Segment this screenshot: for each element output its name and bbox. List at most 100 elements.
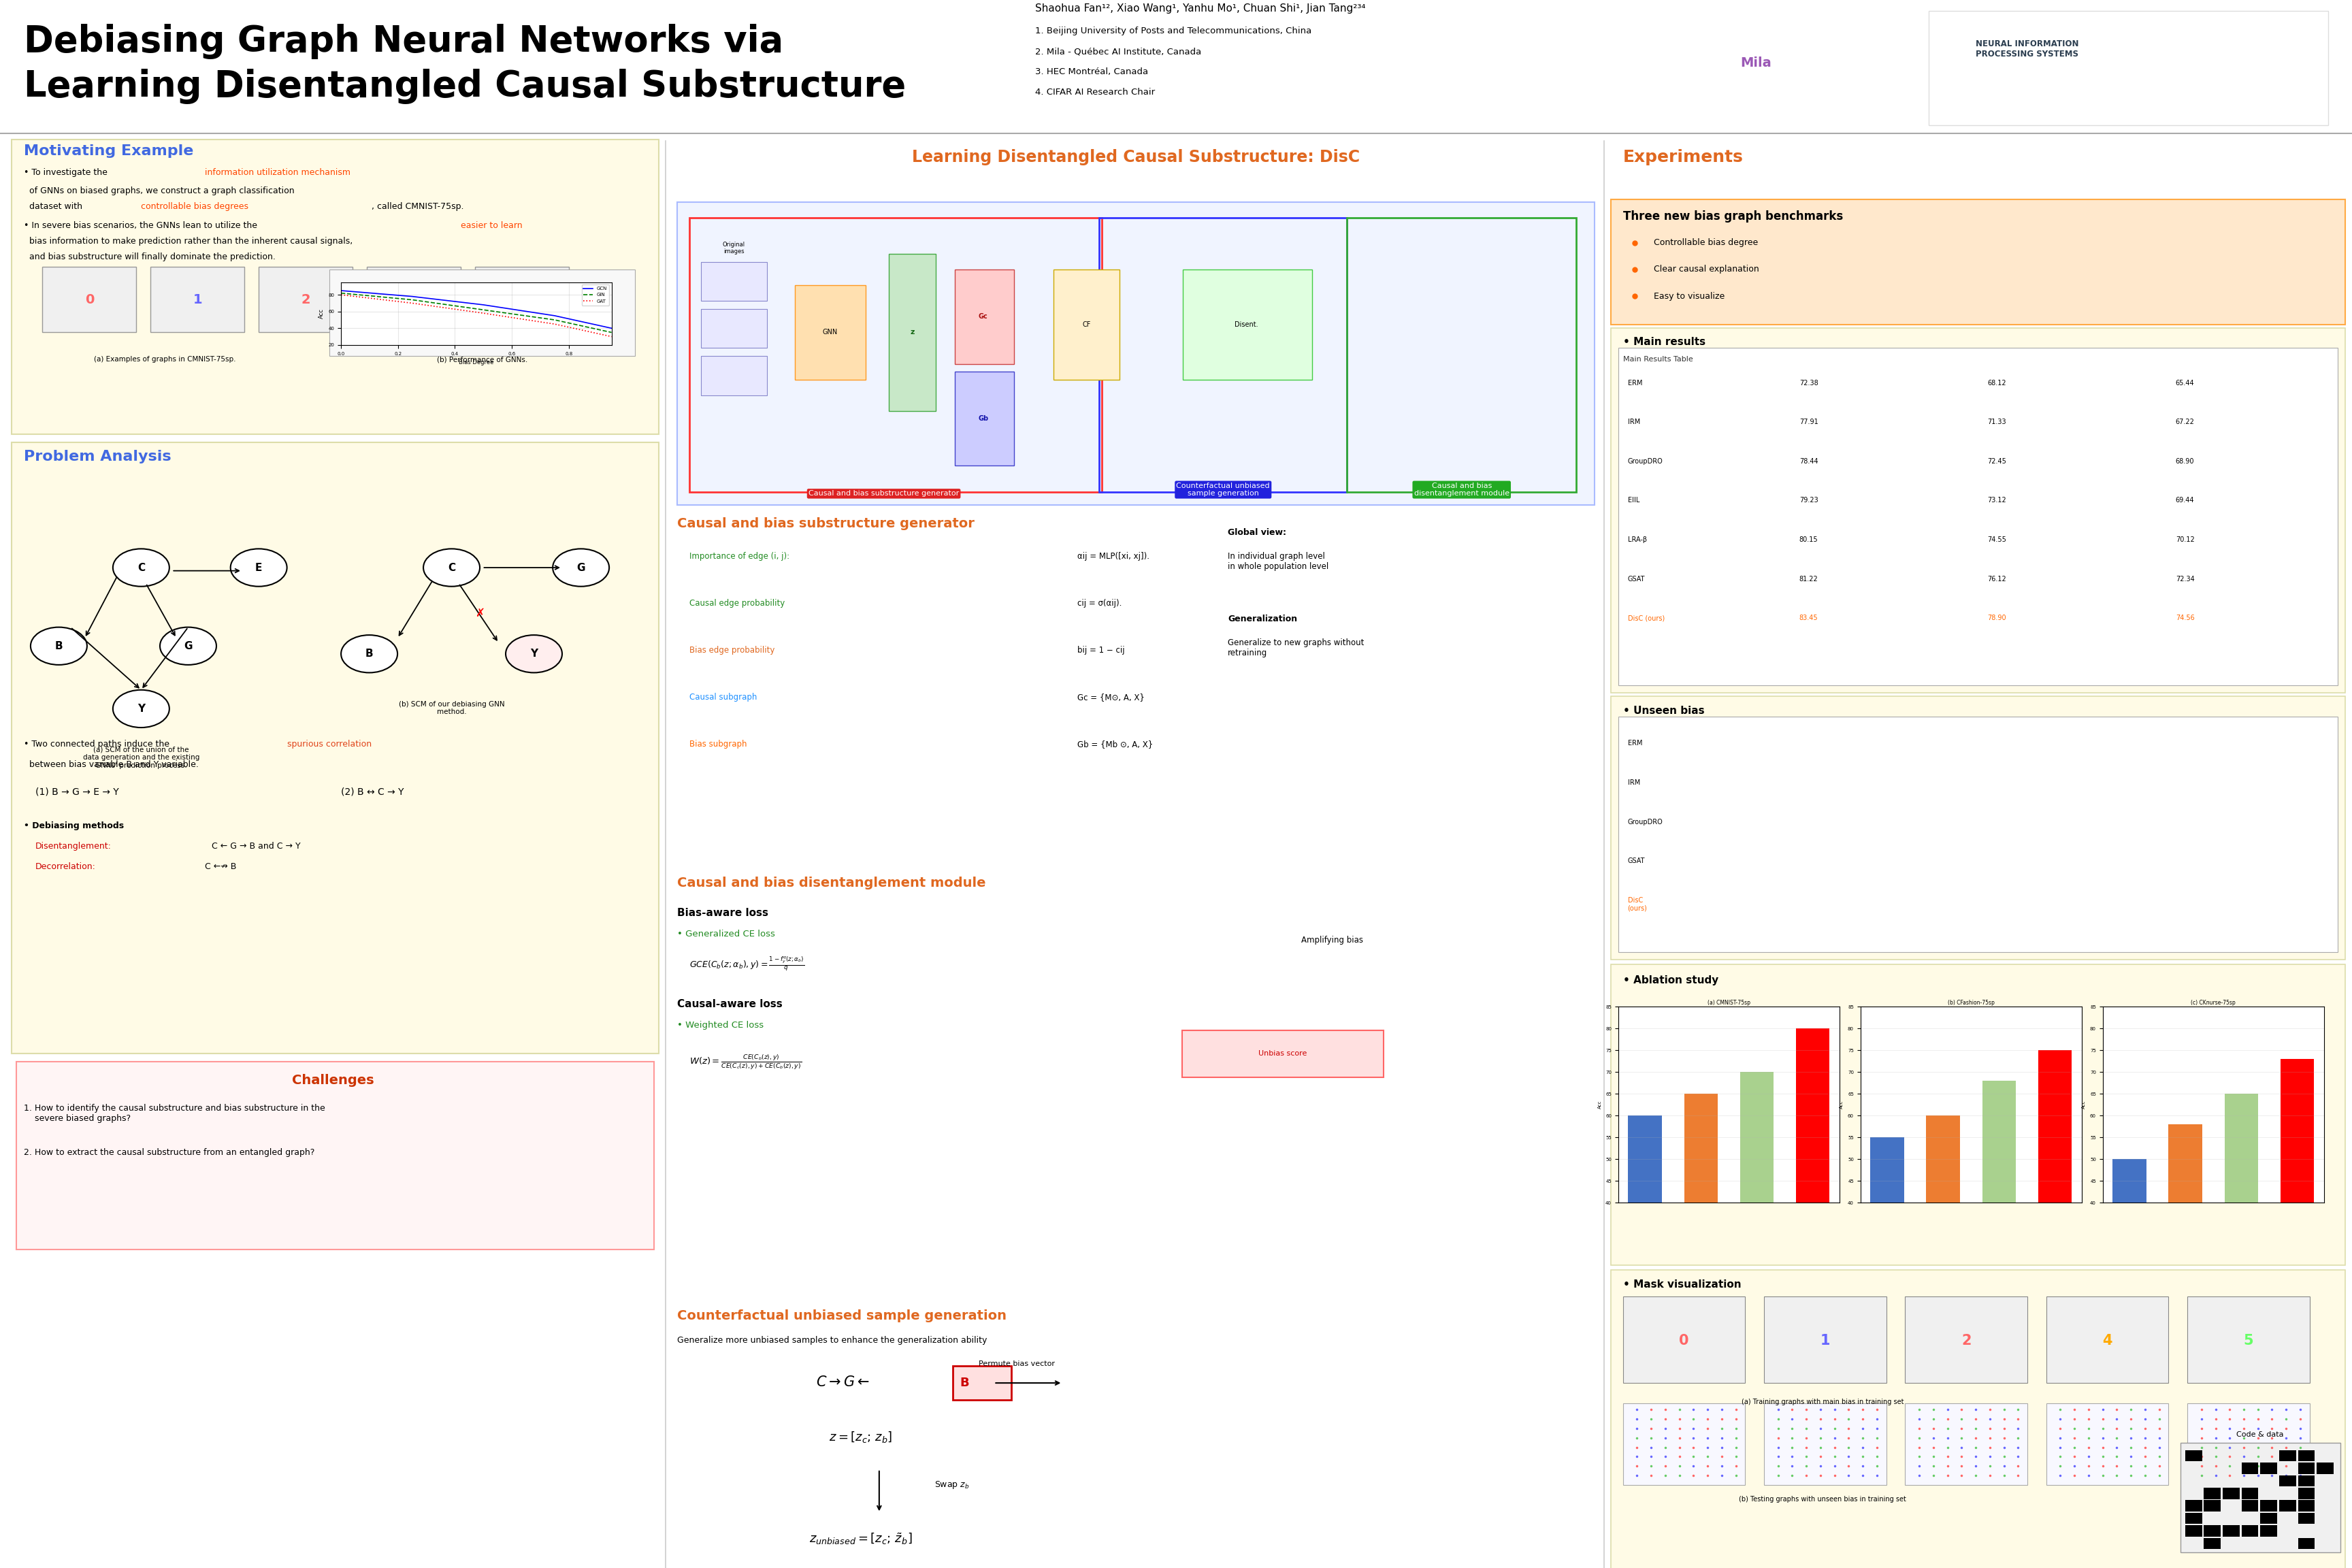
Text: (2) B ↔ C → Y: (2) B ↔ C → Y (341, 787, 405, 797)
FancyBboxPatch shape (955, 372, 1014, 466)
GAT (327, 285, 355, 304)
FancyBboxPatch shape (2298, 1501, 2314, 1512)
Text: 73.12: 73.12 (1987, 497, 2006, 503)
Bar (1870, 1137, 1905, 1377)
Text: Gc = {M⊙, A, X}: Gc = {M⊙, A, X} (1077, 693, 1145, 702)
Text: Three new bias graph benchmarks: Three new bias graph benchmarks (1623, 210, 1844, 223)
Text: GSAT: GSAT (1628, 575, 1644, 582)
Text: 71.33: 71.33 (1987, 419, 2006, 425)
Text: (a) Examples of graphs in CMNIST-75sp.: (a) Examples of graphs in CMNIST-75sp. (94, 356, 235, 362)
Text: IRM: IRM (1628, 779, 1639, 786)
FancyBboxPatch shape (677, 508, 1595, 866)
Text: 2: 2 (1962, 1334, 1971, 1347)
Text: 79.23: 79.23 (1799, 497, 1818, 503)
GIN (541, 310, 569, 329)
Text: IRM: IRM (1628, 419, 1639, 425)
Text: DisC
(ours): DisC (ours) (1628, 897, 1646, 911)
Text: Counterfactual unbiased
sample generation: Counterfactual unbiased sample generatio… (1176, 483, 1270, 497)
FancyBboxPatch shape (2317, 1463, 2333, 1474)
FancyBboxPatch shape (2298, 1463, 2314, 1474)
Text: Disentanglement:: Disentanglement: (35, 842, 111, 851)
FancyBboxPatch shape (2260, 1526, 2277, 1537)
Text: 1. How to identify the causal substructure and bias substructure in the
    seve: 1. How to identify the causal substructu… (24, 1104, 325, 1123)
Text: 74.55: 74.55 (1987, 536, 2006, 543)
Text: 3. HEC Montréal, Canada: 3. HEC Montréal, Canada (1035, 67, 1148, 77)
Text: C: C (447, 563, 456, 572)
FancyBboxPatch shape (259, 267, 353, 332)
GCN (541, 306, 569, 325)
Text: 4. CIFAR AI Research Chair: 4. CIFAR AI Research Chair (1035, 88, 1155, 97)
FancyBboxPatch shape (2204, 1488, 2220, 1499)
Text: In individual graph level
in whole population level: In individual graph level in whole popul… (1228, 552, 1329, 571)
Text: Learning Disentangled Causal Substructure: DisC: Learning Disentangled Causal Substructur… (913, 149, 1359, 165)
Text: Permute bias vector: Permute bias vector (978, 1361, 1056, 1367)
Text: Gb = {Mb ⊙, A, X}: Gb = {Mb ⊙, A, X} (1077, 740, 1152, 750)
FancyBboxPatch shape (1611, 140, 2345, 202)
Text: 68.90: 68.90 (2176, 458, 2194, 464)
Text: 68.12: 68.12 (1987, 379, 2006, 386)
Text: • Generalized CE loss: • Generalized CE loss (677, 930, 776, 939)
FancyBboxPatch shape (2185, 1526, 2201, 1537)
FancyBboxPatch shape (955, 270, 1014, 364)
Y-axis label: Acc: Acc (1839, 1101, 1844, 1109)
GCN (397, 287, 426, 306)
Y-axis label: Acc: Acc (2082, 1101, 2086, 1109)
Bar (2225, 1094, 2258, 1377)
Title: (a) CMNIST-75sp: (a) CMNIST-75sp (1708, 1000, 1750, 1007)
Text: Causal and bias substructure generator: Causal and bias substructure generator (677, 517, 974, 530)
Text: 72.34: 72.34 (2176, 575, 2194, 582)
Text: 5: 5 (2244, 1334, 2253, 1347)
Text: 83.45: 83.45 (1799, 615, 1818, 621)
FancyBboxPatch shape (2204, 1526, 2220, 1537)
FancyBboxPatch shape (701, 309, 767, 348)
Text: E: E (254, 563, 263, 572)
GAT (597, 328, 626, 347)
Bar (1740, 1073, 1773, 1377)
Text: • Main results: • Main results (1623, 337, 1705, 348)
FancyBboxPatch shape (1764, 1403, 1886, 1485)
FancyBboxPatch shape (1618, 348, 2338, 685)
Text: Gc: Gc (978, 314, 988, 320)
GCN (327, 281, 355, 299)
FancyBboxPatch shape (1611, 696, 2345, 960)
Text: Controllable bias degree: Controllable bias degree (1653, 238, 1757, 248)
FancyBboxPatch shape (2241, 1463, 2258, 1474)
Text: • Mask visualization: • Mask visualization (1623, 1279, 1740, 1290)
Text: Mila: Mila (1740, 56, 1771, 69)
Text: GroupDRO: GroupDRO (1628, 818, 1663, 825)
Text: Generalization: Generalization (1228, 615, 1298, 624)
Text: (b) Performance of GNNs.: (b) Performance of GNNs. (437, 356, 527, 362)
Text: NEURAL INFORMATION
PROCESSING SYSTEMS: NEURAL INFORMATION PROCESSING SYSTEMS (1976, 39, 2079, 58)
Text: 0: 0 (85, 293, 94, 306)
Text: Main Results Table: Main Results Table (1623, 356, 1693, 362)
Text: between bias variable B and Y variable.: between bias variable B and Y variable. (24, 760, 198, 770)
FancyBboxPatch shape (1623, 1297, 1745, 1383)
Text: cij = σ(αij).: cij = σ(αij). (1077, 599, 1122, 608)
Text: Learning Disentangled Causal Substructure: Learning Disentangled Causal Substructur… (24, 69, 906, 105)
FancyBboxPatch shape (2241, 1526, 2258, 1537)
FancyBboxPatch shape (475, 267, 569, 332)
Text: 72.38: 72.38 (1799, 379, 1818, 386)
Text: • Two connected paths induce the: • Two connected paths induce the (24, 740, 172, 750)
Text: B: B (960, 1377, 969, 1389)
Text: 69.44: 69.44 (2176, 497, 2194, 503)
FancyBboxPatch shape (2046, 1297, 2169, 1383)
FancyBboxPatch shape (2204, 1501, 2220, 1512)
Text: Amplifying bias: Amplifying bias (1301, 936, 1364, 946)
Text: and bias substructure will finally dominate the prediction.: and bias substructure will finally domin… (24, 252, 275, 262)
Text: Y: Y (529, 649, 539, 659)
Text: 4: 4 (517, 293, 527, 306)
Circle shape (113, 549, 169, 586)
Legend: GCN, GIN, GAT: GCN, GIN, GAT (581, 285, 609, 306)
FancyBboxPatch shape (677, 1300, 1595, 1568)
Text: 4: 4 (2103, 1334, 2112, 1347)
Text: Problem Analysis: Problem Analysis (24, 450, 172, 464)
Text: 0: 0 (1679, 1334, 1689, 1347)
FancyBboxPatch shape (2223, 1488, 2239, 1499)
FancyBboxPatch shape (1054, 270, 1120, 379)
Text: of GNNs on biased graphs, we construct a graph classification: of GNNs on biased graphs, we construct a… (24, 187, 294, 196)
FancyBboxPatch shape (2260, 1513, 2277, 1524)
FancyBboxPatch shape (2046, 1403, 2169, 1485)
FancyBboxPatch shape (1905, 1403, 2027, 1485)
Text: z: z (910, 329, 915, 336)
